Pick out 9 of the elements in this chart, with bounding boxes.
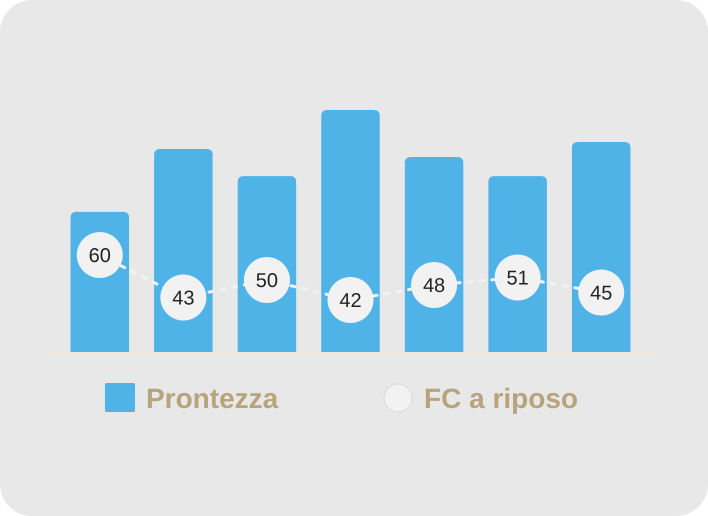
- data-label: 50: [256, 270, 278, 292]
- data-label: 45: [590, 282, 612, 304]
- legend-label: FC a riposo: [424, 382, 578, 414]
- data-label: 60: [88, 245, 111, 267]
- legend-label: Prontezza: [146, 382, 279, 414]
- data-label: 43: [172, 288, 194, 310]
- data-label: 51: [506, 268, 529, 290]
- data-label: 48: [422, 275, 446, 297]
- data-label: 42: [339, 290, 362, 312]
